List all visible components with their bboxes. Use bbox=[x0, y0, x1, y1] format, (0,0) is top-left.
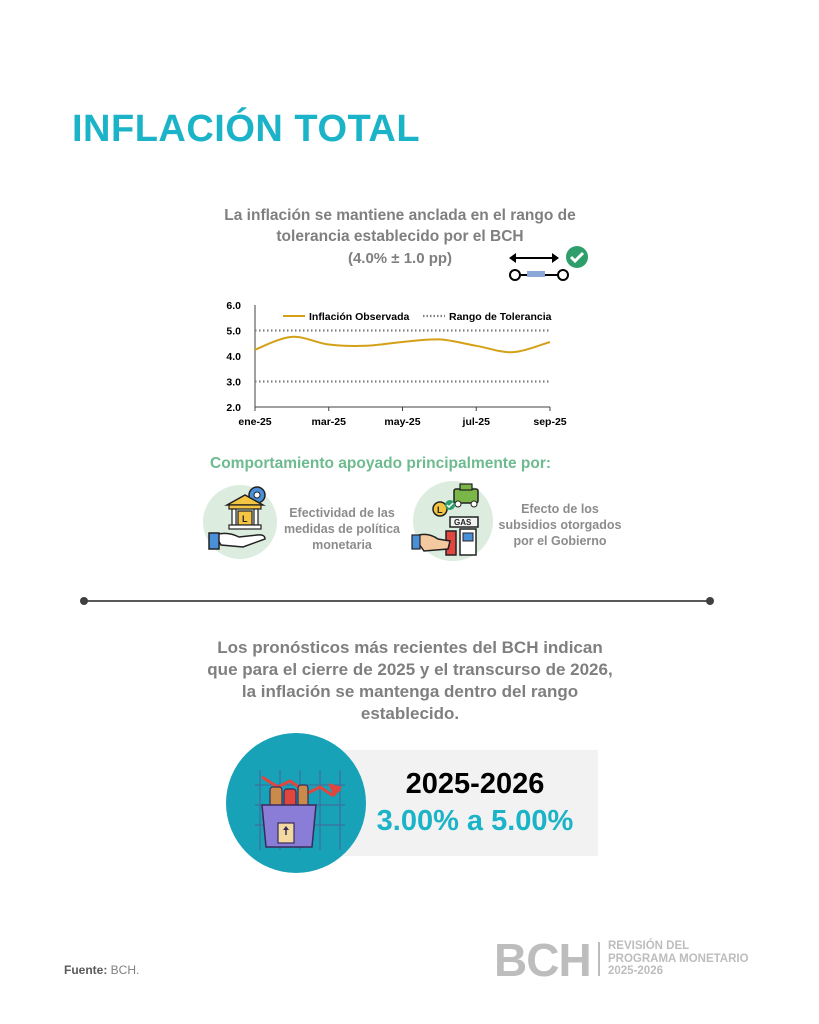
svg-text:L: L bbox=[437, 505, 443, 515]
source-label: Fuente: bbox=[64, 963, 108, 977]
forecast-text: Los pronósticos más recientes del BCH in… bbox=[207, 638, 613, 723]
section-divider bbox=[84, 600, 710, 602]
chart-heading-line1: La inflación se mantiene anclada en el r… bbox=[224, 207, 576, 224]
divider-dot-left bbox=[80, 597, 88, 605]
y-tick-label: 3.0 bbox=[226, 377, 241, 389]
gas-station-subsidy-icon: L GAS bbox=[411, 483, 479, 556]
y-tick-label: 6.0 bbox=[226, 300, 241, 312]
x-tick-label: mar-25 bbox=[312, 416, 347, 428]
source-value: BCH. bbox=[107, 963, 140, 977]
page-title: INFLACIÓN TOTAL bbox=[72, 108, 421, 150]
bch-logo: BCH bbox=[494, 934, 592, 986]
chart-heading: La inflación se mantiene anclada en el r… bbox=[210, 205, 590, 247]
legend-label-tolerance: Rango de Tolerancia bbox=[449, 311, 552, 323]
forecast-period: 2025-2026 bbox=[405, 768, 545, 800]
x-tick-label: sep-25 bbox=[533, 416, 566, 428]
inflation-chart: 6.0 5.0 4.0 3.0 2.0 ene-25 mar-25 may-25 jul-25… bbox=[226, 300, 566, 428]
y-tick-label: 2.0 bbox=[226, 402, 241, 414]
svg-text:L: L bbox=[242, 514, 248, 524]
y-tick-label: 5.0 bbox=[226, 326, 241, 338]
shopping-bag-inflation-icon bbox=[255, 770, 345, 850]
inflation-observed-line bbox=[254, 335, 551, 354]
chart-legend: Inflación Observada Rango de Tolerancia bbox=[283, 311, 552, 323]
forecast-range: 3.00% a 5.00% bbox=[376, 805, 574, 837]
logo-caption: REVISIÓN DEL PROGRAMA MONETARIO 2025-202… bbox=[608, 940, 749, 977]
x-tick-label: may-25 bbox=[384, 416, 420, 428]
divider-dot-right bbox=[706, 597, 714, 605]
x-tick-label: ene-25 bbox=[238, 416, 271, 428]
forecast-box bbox=[330, 750, 598, 856]
bank-gear-hand-icon: L bbox=[208, 486, 266, 550]
chart-heading-line2: tolerancia establecido por el BCH bbox=[276, 228, 524, 245]
y-tick-label: 4.0 bbox=[226, 351, 241, 363]
legend-label-observed: Inflación Observada bbox=[309, 311, 410, 323]
drivers-heading: Comportamiento apoyado principalmente po… bbox=[210, 455, 552, 472]
gas-sign: GAS bbox=[454, 518, 472, 527]
source-note: Fuente: BCH. bbox=[64, 963, 139, 977]
tolerance-range-icon bbox=[509, 246, 588, 281]
driver-subsidy-text: Efecto de los subsidios otorgados por el… bbox=[498, 502, 622, 548]
x-tick-label: jul-25 bbox=[462, 416, 491, 428]
driver-monetary-text: Efectividad de las medidas de política m… bbox=[283, 506, 400, 552]
logo-separator bbox=[598, 942, 600, 976]
chart-range-label: (4.0% ± 1.0 pp) bbox=[347, 250, 453, 267]
